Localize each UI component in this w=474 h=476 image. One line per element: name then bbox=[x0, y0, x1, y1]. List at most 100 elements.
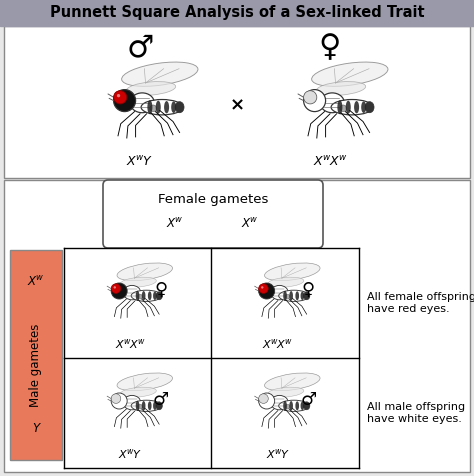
Circle shape bbox=[261, 286, 264, 288]
Circle shape bbox=[111, 283, 127, 299]
Ellipse shape bbox=[171, 101, 176, 113]
Ellipse shape bbox=[283, 401, 287, 411]
Ellipse shape bbox=[142, 291, 146, 300]
Bar bbox=[4, 180, 470, 472]
Ellipse shape bbox=[337, 100, 342, 114]
FancyBboxPatch shape bbox=[103, 180, 323, 248]
Ellipse shape bbox=[156, 292, 163, 300]
Text: Male gametes: Male gametes bbox=[29, 323, 43, 407]
Circle shape bbox=[285, 294, 290, 299]
Text: ♂: ♂ bbox=[300, 391, 316, 409]
Circle shape bbox=[340, 105, 346, 111]
Text: Female gametes: Female gametes bbox=[158, 194, 268, 207]
Ellipse shape bbox=[264, 373, 320, 391]
Ellipse shape bbox=[164, 101, 169, 113]
Ellipse shape bbox=[295, 291, 299, 300]
Text: ♀: ♀ bbox=[319, 33, 341, 62]
Text: ♂: ♂ bbox=[126, 33, 154, 62]
Circle shape bbox=[111, 394, 121, 403]
Ellipse shape bbox=[289, 401, 293, 411]
Text: X$^w$: X$^w$ bbox=[27, 275, 45, 289]
Ellipse shape bbox=[283, 291, 287, 301]
Ellipse shape bbox=[120, 387, 156, 397]
Text: ×: × bbox=[229, 96, 245, 114]
Ellipse shape bbox=[365, 102, 374, 113]
Bar bbox=[4, 26, 470, 178]
Circle shape bbox=[111, 393, 127, 409]
Circle shape bbox=[285, 404, 290, 409]
Ellipse shape bbox=[117, 263, 173, 281]
Ellipse shape bbox=[156, 402, 163, 410]
Ellipse shape bbox=[361, 101, 366, 113]
Ellipse shape bbox=[331, 99, 373, 115]
Ellipse shape bbox=[153, 402, 157, 410]
Circle shape bbox=[259, 394, 268, 403]
Circle shape bbox=[259, 283, 274, 299]
Ellipse shape bbox=[271, 286, 288, 300]
Ellipse shape bbox=[142, 401, 146, 411]
Bar bbox=[10, 250, 62, 460]
Ellipse shape bbox=[141, 99, 183, 115]
Ellipse shape bbox=[136, 291, 139, 301]
Text: X$^w$: X$^w$ bbox=[241, 217, 259, 231]
Text: All female offspring
have red eyes.: All female offspring have red eyes. bbox=[367, 292, 474, 314]
Ellipse shape bbox=[303, 402, 310, 410]
Text: X$^w$: X$^w$ bbox=[166, 217, 184, 231]
Circle shape bbox=[111, 284, 121, 293]
Ellipse shape bbox=[268, 387, 304, 397]
Ellipse shape bbox=[301, 402, 304, 410]
Ellipse shape bbox=[301, 292, 304, 300]
Ellipse shape bbox=[122, 62, 198, 86]
Ellipse shape bbox=[311, 62, 388, 86]
Ellipse shape bbox=[303, 292, 310, 300]
Circle shape bbox=[114, 89, 136, 111]
Ellipse shape bbox=[123, 396, 141, 410]
Ellipse shape bbox=[147, 100, 152, 114]
Circle shape bbox=[304, 91, 317, 104]
Text: Y: Y bbox=[32, 422, 39, 435]
Text: All male offspring
have white eyes.: All male offspring have white eyes. bbox=[367, 402, 465, 424]
Text: X$^w$Y: X$^w$Y bbox=[118, 446, 143, 461]
Ellipse shape bbox=[130, 93, 155, 113]
Ellipse shape bbox=[346, 100, 351, 114]
Ellipse shape bbox=[175, 102, 184, 113]
Text: Punnett Square Analysis of a Sex-linked Trait: Punnett Square Analysis of a Sex-linked … bbox=[50, 6, 424, 20]
Circle shape bbox=[304, 89, 326, 111]
Ellipse shape bbox=[295, 401, 299, 410]
Ellipse shape bbox=[131, 290, 162, 301]
Ellipse shape bbox=[289, 291, 293, 300]
Circle shape bbox=[259, 393, 274, 409]
Text: ♂: ♂ bbox=[153, 391, 169, 409]
Ellipse shape bbox=[148, 401, 152, 410]
Ellipse shape bbox=[268, 277, 304, 287]
Circle shape bbox=[259, 284, 268, 293]
Circle shape bbox=[117, 94, 120, 97]
Text: X$^w$X$^w$: X$^w$X$^w$ bbox=[263, 337, 293, 351]
Text: X$^w$X$^w$: X$^w$X$^w$ bbox=[313, 155, 347, 169]
Circle shape bbox=[114, 286, 116, 288]
Ellipse shape bbox=[153, 292, 157, 300]
Ellipse shape bbox=[123, 286, 141, 300]
Ellipse shape bbox=[131, 400, 162, 411]
Ellipse shape bbox=[271, 396, 288, 410]
Circle shape bbox=[150, 105, 156, 111]
Ellipse shape bbox=[354, 101, 359, 113]
Ellipse shape bbox=[148, 291, 152, 300]
Text: X$^w$Y: X$^w$Y bbox=[266, 446, 290, 461]
Ellipse shape bbox=[279, 290, 309, 301]
Circle shape bbox=[137, 294, 142, 299]
Ellipse shape bbox=[127, 81, 176, 95]
Ellipse shape bbox=[156, 100, 161, 114]
Ellipse shape bbox=[279, 400, 309, 411]
Text: X$^w$Y: X$^w$Y bbox=[127, 155, 154, 169]
Ellipse shape bbox=[136, 401, 139, 411]
Ellipse shape bbox=[120, 277, 156, 287]
Ellipse shape bbox=[316, 81, 365, 95]
Bar bbox=[0, 0, 474, 26]
Text: ♀: ♀ bbox=[302, 281, 315, 299]
Ellipse shape bbox=[264, 263, 320, 281]
Text: ♀: ♀ bbox=[154, 281, 167, 299]
Ellipse shape bbox=[320, 93, 344, 113]
Circle shape bbox=[137, 404, 142, 409]
Ellipse shape bbox=[117, 373, 173, 391]
